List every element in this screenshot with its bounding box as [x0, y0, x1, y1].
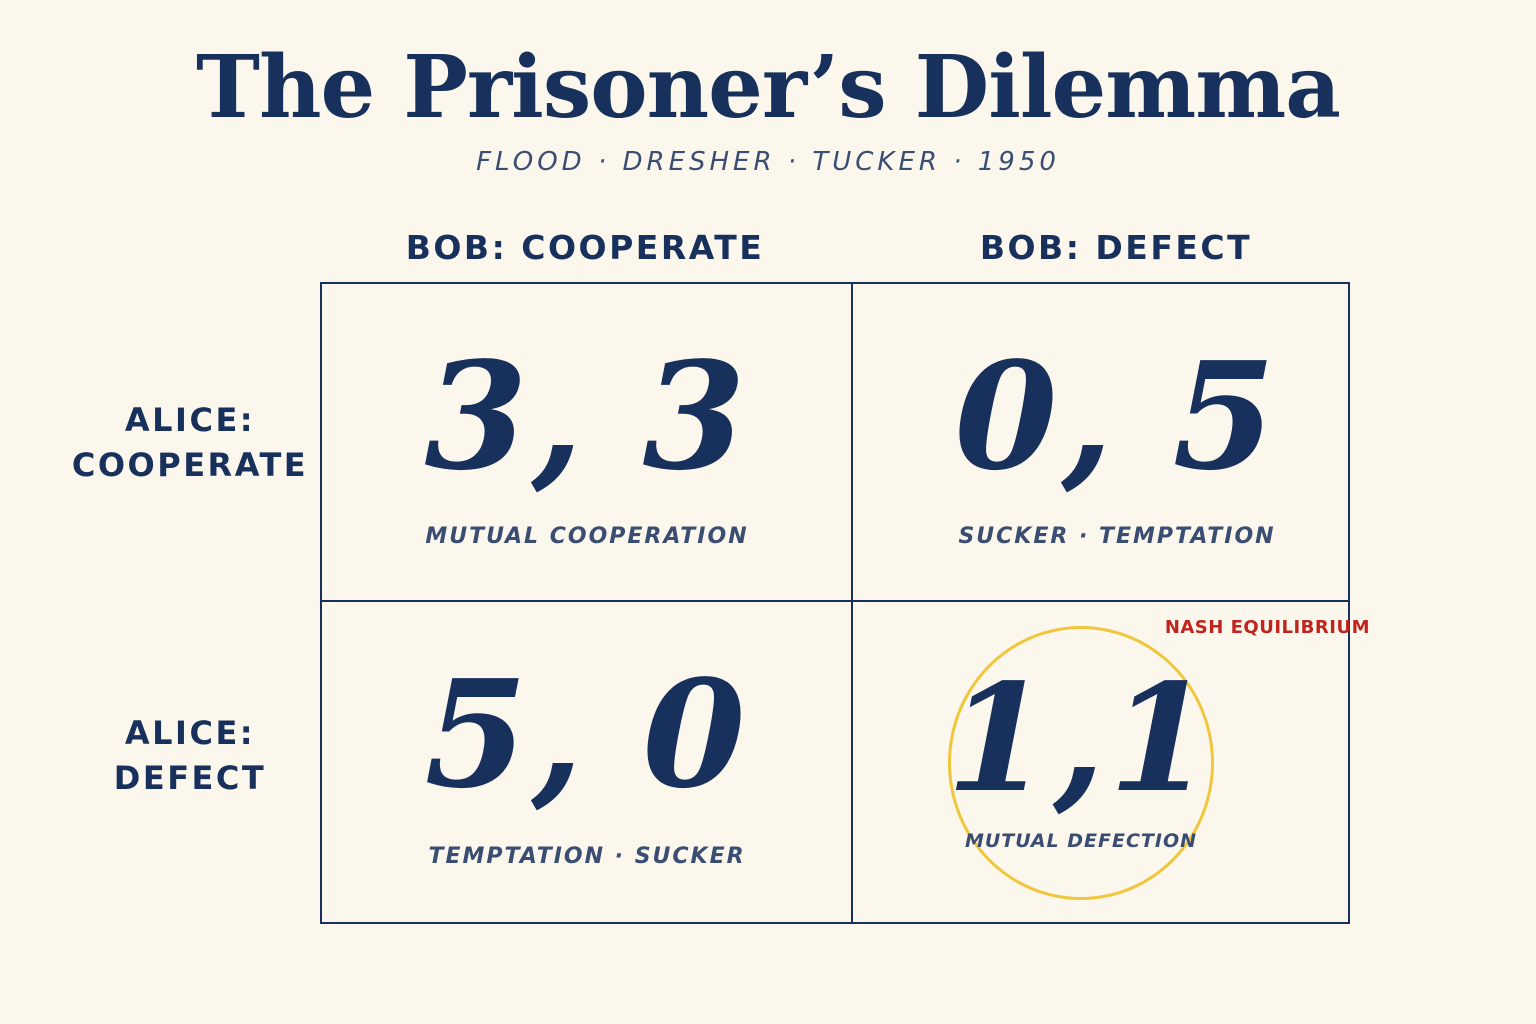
row-header-line: ALICE: — [124, 401, 256, 439]
cell-cooperate-defect: 0, 5 SUCKER · TEMPTATION — [852, 284, 1382, 602]
matrix-vertical-divider — [851, 284, 853, 922]
row-header-alice-defect: ALICE: DEFECT — [40, 711, 340, 801]
payoff-matrix: 3, 3 MUTUAL COOPERATION 0, 5 SUCKER · TE… — [320, 282, 1369, 924]
matrix-horizontal-divider — [322, 600, 1348, 602]
column-header-bob-defect: BOB: DEFECT — [979, 228, 1253, 267]
outcome-label: TEMPTATION · SUCKER — [428, 844, 746, 869]
outcome-label: MUTUAL DEFECTION — [964, 830, 1198, 852]
nash-equilibrium-circle — [948, 626, 1214, 900]
payoff-value: 5, 0 — [424, 647, 750, 821]
row-header-line: ALICE: — [124, 714, 256, 752]
outcome-label: MUTUAL COOPERATION — [425, 524, 749, 549]
payoff-value: 0, 5 — [954, 329, 1280, 503]
column-header-bob-cooperate: BOB: COOPERATE — [405, 228, 765, 267]
payoff-value: 1,1 — [946, 651, 1216, 825]
cell-defect-defect: NASH EQUILIBRIUM 1,1 MUTUAL DEFECTION — [852, 602, 1382, 920]
cell-cooperate-cooperate: 3, 3 MUTUAL COOPERATION — [322, 284, 852, 602]
cell-defect-cooperate: 5, 0 TEMPTATION · SUCKER — [322, 602, 852, 920]
payoff-value: 3, 3 — [424, 329, 750, 503]
row-header-line: DEFECT — [113, 759, 267, 797]
nash-equilibrium-label: NASH EQUILIBRIUM — [1164, 617, 1370, 638]
diagram-subtitle: FLOOD · DRESHER · TUCKER · 1950 — [476, 147, 1060, 177]
row-header-line: COOPERATE — [71, 446, 309, 484]
outcome-label: SUCKER · TEMPTATION — [958, 524, 1276, 549]
diagram-title: The Prisoner’s Dilemma — [196, 37, 1341, 138]
row-header-alice-cooperate: ALICE: COOPERATE — [40, 398, 340, 488]
